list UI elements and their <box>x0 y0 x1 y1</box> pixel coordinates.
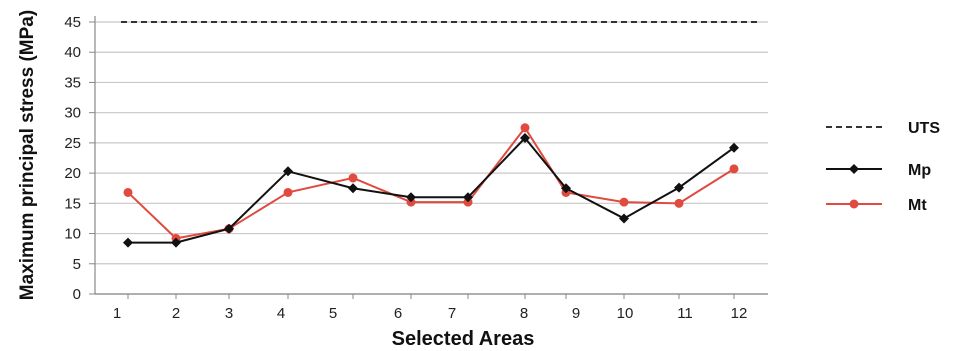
x-tick-label: 7 <box>448 305 456 322</box>
y-tick-label: 45 <box>64 14 81 31</box>
y-tick-label: 5 <box>73 256 81 273</box>
series-line-mt <box>127 126 735 240</box>
legend-marker-mp <box>849 164 859 174</box>
x-tick-label: 1 <box>113 305 121 322</box>
y-tick-label: 10 <box>64 226 81 243</box>
data-point-mp <box>561 183 571 194</box>
legend-label-mt: Mt <box>908 197 927 214</box>
data-point-mp <box>348 183 358 194</box>
y-axis-title: Maximum principal stress (MPa) <box>17 10 38 300</box>
data-point-mp <box>463 192 473 203</box>
x-tick-label: 11 <box>677 305 693 322</box>
data-point-mp <box>520 133 530 144</box>
data-point-mp <box>729 142 739 153</box>
y-tick-label: 30 <box>64 105 81 122</box>
x-tick-label: 5 <box>329 305 337 322</box>
data-point-mp <box>406 192 416 203</box>
y-tick-label: 35 <box>64 74 81 91</box>
data-point-mt <box>348 173 358 183</box>
data-point-mp <box>224 223 234 234</box>
data-point-mp <box>123 237 133 248</box>
x-tick-label: 8 <box>520 305 528 322</box>
y-tick-label: 20 <box>64 165 81 182</box>
y-tick-label: 40 <box>64 44 81 61</box>
x-tick-label: 9 <box>572 305 580 322</box>
data-point-mt <box>674 198 684 208</box>
data-point-mt <box>520 123 530 133</box>
series-group <box>123 123 739 248</box>
x-tick-label: 12 <box>731 305 748 322</box>
series-line-mp <box>128 136 735 244</box>
legend-label-mp: Mp <box>908 162 931 179</box>
x-tick-label: 6 <box>394 305 402 322</box>
data-point-mp <box>171 237 181 248</box>
legend: UTS Mp Mt <box>826 120 940 214</box>
x-axis-ticks: 1 2 3 4 5 6 7 8 9 10 11 12 <box>113 294 748 322</box>
y-tick-label: 0 <box>73 286 81 303</box>
y-axis-ticks: 0 5 10 15 20 25 30 35 40 45 <box>64 14 95 303</box>
data-point-mp <box>674 182 684 193</box>
x-tick-label: 2 <box>172 305 180 322</box>
data-point-mt <box>283 187 293 197</box>
y-tick-label: 15 <box>64 195 81 212</box>
axes <box>94 16 768 295</box>
data-point-mp <box>283 166 293 177</box>
data-point-mt <box>729 164 739 174</box>
grid-lines <box>95 21 768 295</box>
x-tick-label: 3 <box>225 305 233 322</box>
x-axis-title: Selected Areas <box>392 328 535 350</box>
x-tick-label: 10 <box>617 305 634 322</box>
legend-marker-mt <box>849 199 859 209</box>
data-point-mt <box>123 187 133 197</box>
legend-label-uts: UTS <box>908 120 940 137</box>
x-tick-label: 4 <box>277 305 285 322</box>
data-point-mt <box>619 197 629 207</box>
y-tick-label: 25 <box>64 135 81 152</box>
data-point-mp <box>619 213 629 224</box>
